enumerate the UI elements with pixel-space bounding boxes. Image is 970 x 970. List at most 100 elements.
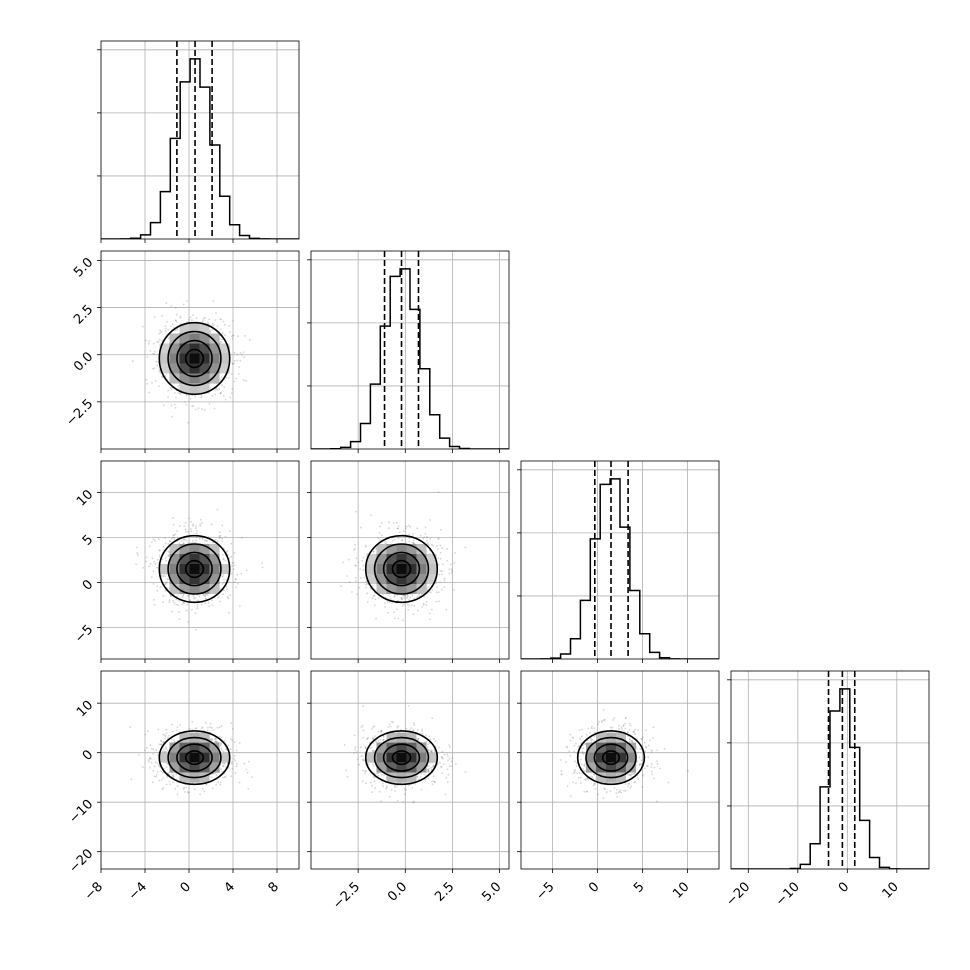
sample-point [408, 537, 411, 540]
sample-point [192, 523, 195, 526]
density-cell [169, 353, 180, 364]
sample-point [198, 537, 201, 540]
sample-point [372, 594, 375, 597]
sample-point [218, 735, 221, 738]
panel-plot-area [521, 461, 719, 659]
sample-point [407, 599, 410, 601]
density-contour-1 [382, 743, 421, 772]
density-contour-1 [176, 551, 213, 587]
sample-point [369, 747, 372, 750]
sample-point [184, 528, 187, 531]
sample-point [222, 765, 225, 767]
sample-point [176, 793, 179, 796]
sample-point [196, 603, 199, 606]
sample-point [189, 397, 192, 400]
sample-point [160, 330, 163, 333]
sample-point [441, 757, 444, 760]
sample-point [185, 394, 188, 396]
density-cell [416, 584, 427, 594]
sample-point [360, 526, 362, 529]
sample-point [219, 318, 222, 320]
sample-point [202, 729, 205, 732]
sample-point [383, 774, 385, 777]
sample-point [365, 782, 367, 785]
sample-point [380, 522, 383, 524]
sample-point [443, 577, 446, 580]
sample-point [192, 314, 194, 316]
sample-point [165, 750, 168, 753]
sample-point [437, 746, 440, 749]
sample-point [403, 793, 406, 795]
sample-point [453, 561, 456, 564]
sample-point [368, 741, 371, 744]
density-cell [219, 363, 230, 374]
sample-point [224, 334, 226, 337]
sample-point [242, 351, 245, 354]
sample-point [221, 575, 224, 578]
sample-point [231, 362, 234, 365]
sample-point [413, 722, 415, 725]
sample-point [165, 732, 168, 734]
sample-point [362, 729, 365, 732]
sample-point [156, 340, 159, 343]
sample-point [148, 761, 151, 763]
sample-point [396, 527, 399, 530]
sample-point [406, 597, 408, 599]
density-cell [416, 564, 427, 574]
sample-point [439, 570, 442, 572]
sample-point [421, 730, 423, 732]
sample-point [437, 591, 440, 593]
sample-point [157, 341, 160, 343]
sample-point [161, 558, 164, 561]
sample-point [401, 604, 404, 607]
sample-point [156, 566, 158, 569]
sample-point [387, 611, 389, 614]
sample-point [216, 540, 219, 543]
y-tick-label: 0.0 [71, 349, 96, 374]
sample-point [165, 746, 167, 748]
sample-point [211, 324, 213, 327]
sample-point [183, 525, 186, 527]
density-cell [179, 333, 190, 344]
density-cell [406, 564, 417, 574]
sample-point [185, 300, 188, 302]
sample-point [235, 586, 237, 588]
sample-point [215, 784, 218, 786]
sample-point [195, 536, 198, 539]
sample-point [348, 581, 351, 583]
sample-point [162, 575, 165, 578]
sample-point [218, 535, 221, 537]
sample-point [231, 338, 234, 340]
sample-point [149, 350, 152, 352]
sample-point [464, 771, 467, 773]
sample-point [184, 538, 187, 541]
density-cell [189, 383, 200, 394]
sample-point [164, 581, 167, 584]
y-tick-label: −2.5 [63, 397, 96, 430]
sample-point [201, 726, 204, 728]
sample-point [148, 565, 151, 568]
sample-point [167, 396, 170, 399]
sample-point [162, 740, 165, 743]
sample-point [183, 537, 185, 540]
sample-point [426, 536, 428, 539]
density-cell [396, 762, 407, 773]
sample-point [363, 759, 366, 762]
density-cell [199, 752, 210, 763]
sample-point [172, 523, 175, 526]
sample-point [227, 744, 230, 747]
sample-point [222, 557, 225, 560]
sample-point [373, 595, 376, 597]
sample-point [437, 538, 440, 540]
sample-point [358, 763, 360, 766]
density-cell [396, 564, 407, 574]
sample-point [206, 594, 209, 596]
sample-point [149, 766, 151, 769]
sample-point [431, 608, 433, 611]
sample-point [215, 737, 217, 740]
sample-point [408, 604, 410, 607]
density-contour-2 [167, 543, 222, 595]
sample-point [247, 787, 250, 790]
density-contour-2 [373, 736, 430, 779]
sample-point [227, 376, 230, 379]
